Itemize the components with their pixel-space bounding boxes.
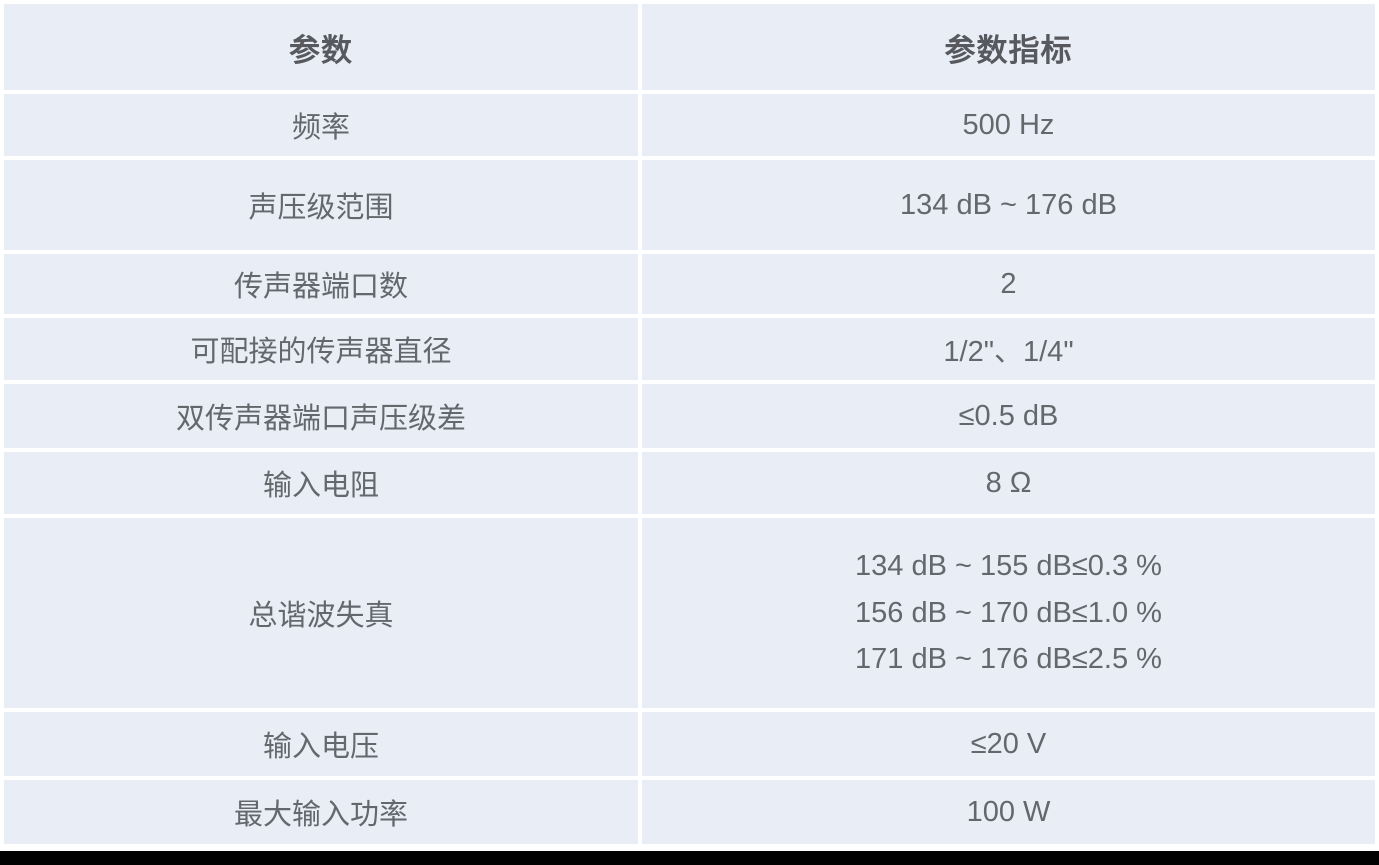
thd-line-2: 156 dB ~ 170 dB≤1.0 % <box>855 596 1162 629</box>
param-cell: 声压级范围 <box>4 160 638 250</box>
table-row-frequency: 频率 500 Hz <box>4 94 1375 156</box>
param-cell: 总谐波失真 <box>4 518 638 708</box>
table-row-max-input-power: 最大输入功率 100 W <box>4 780 1375 844</box>
param-cell: 输入电压 <box>4 712 638 776</box>
param-cell: 传声器端口数 <box>4 254 638 314</box>
table-row-thd: 总谐波失真 134 dB ~ 155 dB≤0.3 % 156 dB ~ 170… <box>4 518 1375 708</box>
bottom-black-bar <box>0 851 1379 865</box>
value-cell: 2 <box>642 254 1375 314</box>
value-cell: ≤0.5 dB <box>642 384 1375 448</box>
table-header-row: 参数 参数指标 <box>4 4 1375 90</box>
value-cell: 134 dB ~ 176 dB <box>642 160 1375 250</box>
table-row-spl-range: 声压级范围 134 dB ~ 176 dB <box>4 160 1375 250</box>
table-row-mic-diameter: 可配接的传声器直径 1/2"、1/4" <box>4 318 1375 380</box>
param-cell: 最大输入功率 <box>4 780 638 844</box>
table-row-input-resistance: 输入电阻 8 Ω <box>4 452 1375 514</box>
value-cell: 8 Ω <box>642 452 1375 514</box>
value-cell: ≤20 V <box>642 712 1375 776</box>
table-row-dual-port-spl-diff: 双传声器端口声压级差 ≤0.5 dB <box>4 384 1375 448</box>
param-cell: 频率 <box>4 94 638 156</box>
table-row-mic-port-count: 传声器端口数 2 <box>4 254 1375 314</box>
column-header-param: 参数 <box>4 4 638 90</box>
param-cell: 输入电阻 <box>4 452 638 514</box>
column-header-value: 参数指标 <box>642 4 1375 90</box>
value-cell: 134 dB ~ 155 dB≤0.3 % 156 dB ~ 170 dB≤1.… <box>642 518 1375 708</box>
thd-line-3: 171 dB ~ 176 dB≤2.5 % <box>855 643 1162 676</box>
table-row-input-voltage: 输入电压 ≤20 V <box>4 712 1375 776</box>
value-cell: 1/2"、1/4" <box>642 318 1375 380</box>
param-cell: 可配接的传声器直径 <box>4 318 638 380</box>
param-cell: 双传声器端口声压级差 <box>4 384 638 448</box>
thd-line-1: 134 dB ~ 155 dB≤0.3 % <box>855 549 1162 582</box>
value-cell: 100 W <box>642 780 1375 844</box>
value-cell: 500 Hz <box>642 94 1375 156</box>
